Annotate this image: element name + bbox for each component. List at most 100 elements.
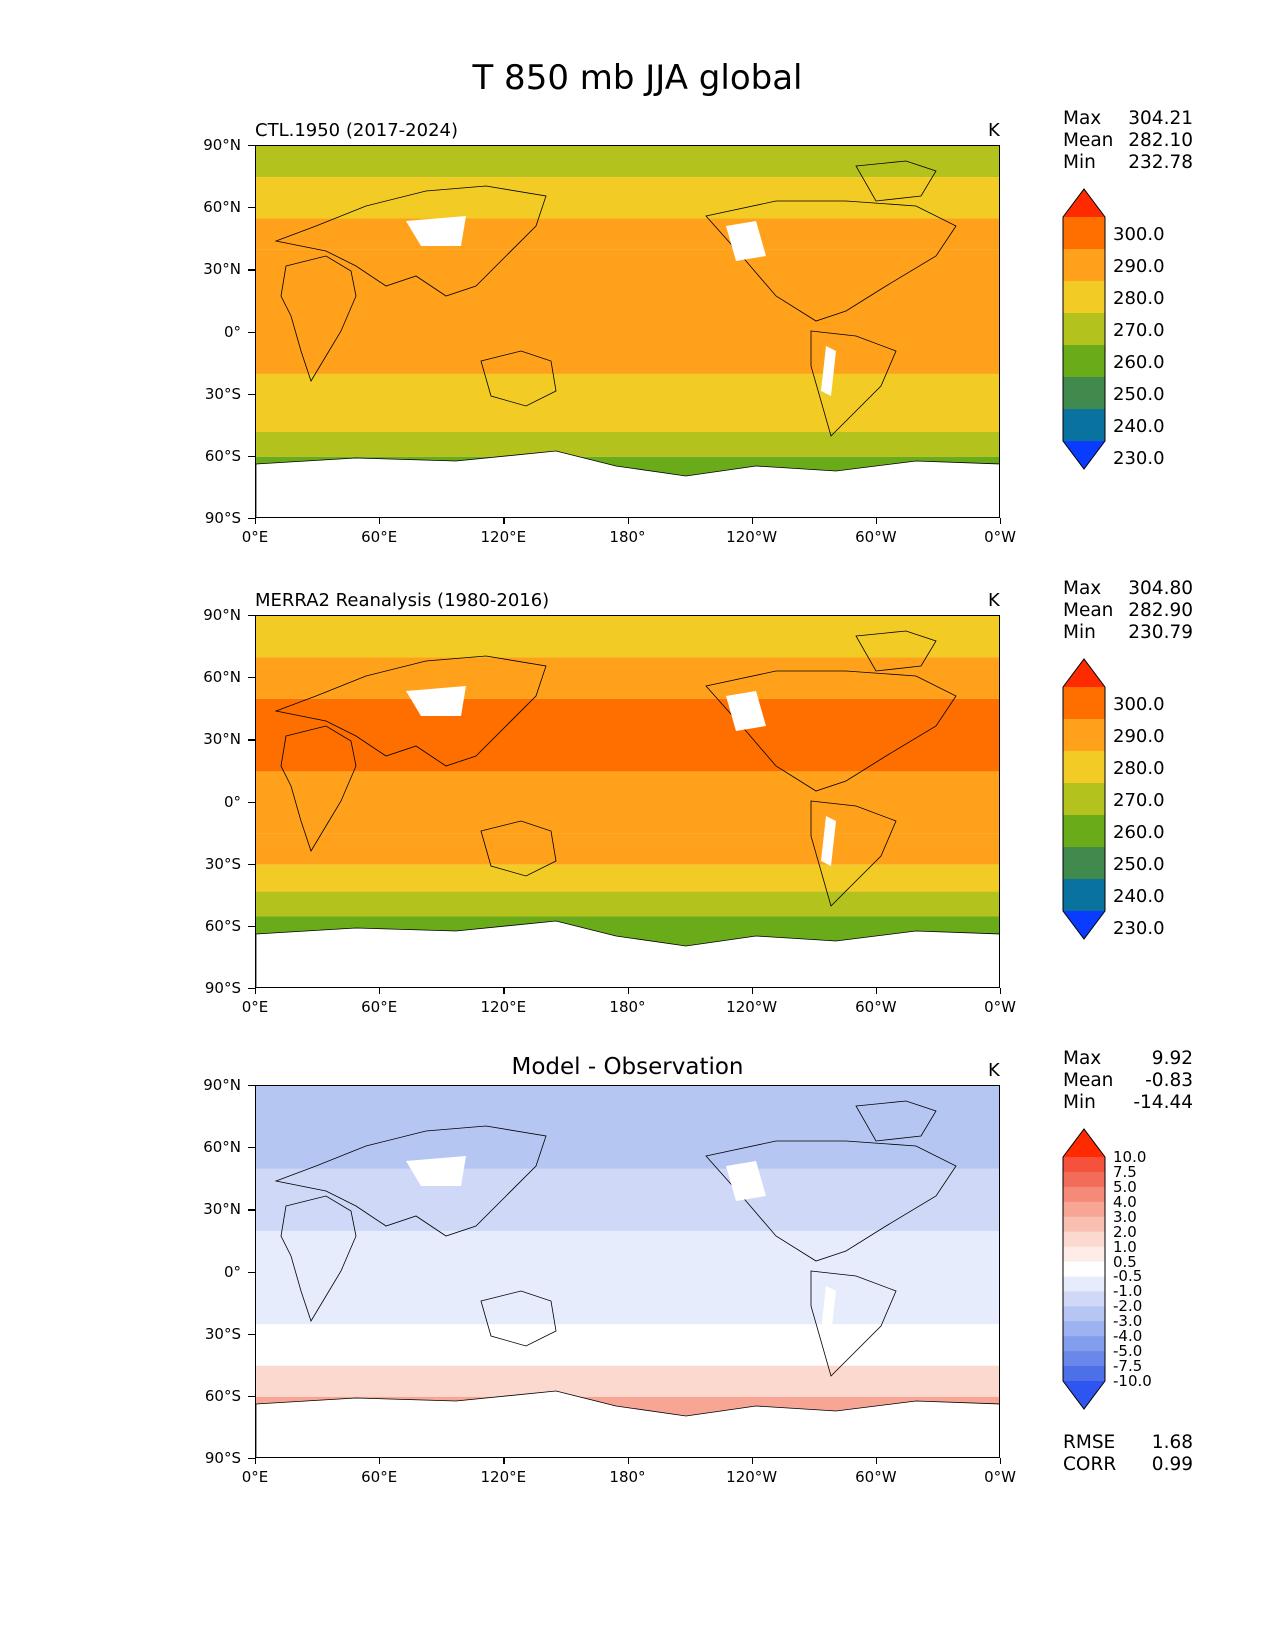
colorbar-segment — [1063, 377, 1105, 410]
colorbar-segment — [1063, 1171, 1105, 1188]
x-tick-label: 0°E — [241, 1468, 269, 1486]
stats-block: Max 304.21 Mean 282.10 Min 232.78 — [1063, 108, 1193, 174]
y-tick-mark — [248, 207, 255, 209]
colorbar-segment — [1063, 815, 1105, 848]
colorbar-extend-top — [1063, 659, 1105, 687]
colorbar-segment — [1063, 1276, 1105, 1292]
x-tick-mark — [627, 988, 629, 994]
x-tick-label: 60°W — [855, 528, 897, 546]
y-tick-mark — [248, 1209, 255, 1211]
colorbar-tick-label: 250.0 — [1113, 384, 1165, 405]
coastline — [810, 1270, 897, 1377]
stat-row: Mean 282.10 — [1063, 130, 1193, 152]
antarctica-outline — [256, 920, 999, 987]
zonal-band-3 — [256, 249, 999, 374]
stat-row: Max 304.21 — [1063, 108, 1193, 130]
colorbar-segment — [1063, 313, 1105, 346]
y-tick-mark — [248, 1458, 255, 1460]
colorbar-tick-label: -1.0 — [1113, 1282, 1143, 1301]
metric-row: CORR 0.99 — [1063, 1454, 1193, 1476]
y-tick-label: 0° — [223, 1262, 241, 1281]
coastline — [480, 820, 557, 877]
stat-value: 232.78 — [1128, 152, 1193, 173]
x-tick-label: 120°W — [726, 528, 778, 546]
colorbar-segment — [1063, 1157, 1105, 1173]
zonal-band-5 — [256, 864, 999, 892]
coastline — [274, 185, 547, 297]
colorbar-tick-label: -5.0 — [1113, 1342, 1143, 1361]
colorbar-segment — [1063, 687, 1105, 720]
stat-label: Min — [1063, 622, 1096, 643]
panel-title: MERRA2 Reanalysis (1980-2016) — [255, 590, 550, 611]
colorbar-segment — [1063, 751, 1105, 784]
colorbar — [1062, 188, 1106, 470]
metric-label: RMSE — [1063, 1432, 1116, 1453]
colorbar-segment — [1063, 281, 1105, 314]
rockies-mask — [726, 1161, 766, 1201]
y-tick-label: 90°S — [204, 1449, 241, 1467]
colorbar-tick-label: 260.0 — [1113, 352, 1165, 373]
map-canvas — [256, 616, 999, 987]
coastline — [274, 1125, 547, 1237]
y-tick-label: 90°N — [203, 606, 241, 624]
colorbar-tick-label: -0.5 — [1113, 1267, 1143, 1286]
x-tick-mark — [1000, 988, 1002, 994]
x-tick-label: 60°E — [361, 998, 398, 1016]
zonal-band-3 — [256, 1324, 999, 1366]
colorbar-segment — [1063, 879, 1105, 912]
y-tick-mark — [248, 739, 255, 741]
colorbar-tick-label: 260.0 — [1113, 822, 1165, 843]
map-canvas — [256, 1086, 999, 1457]
zonal-band-1 — [256, 657, 999, 699]
stat-label: Max — [1063, 578, 1102, 599]
map-plot — [255, 615, 1000, 988]
stat-row: Max 9.92 — [1063, 1048, 1193, 1070]
zonal-band-2 — [256, 1231, 999, 1325]
colorbar-segment — [1063, 783, 1105, 816]
unit-label: K — [988, 590, 1000, 611]
x-tick-label: 0°E — [241, 998, 269, 1016]
colorbar-segment — [1063, 249, 1105, 282]
y-tick-mark — [248, 863, 255, 865]
stat-value: 282.10 — [1128, 130, 1193, 151]
zonal-band-4 — [256, 833, 999, 865]
antarctica-outline — [256, 450, 999, 517]
colorbar-segment — [1063, 1246, 1105, 1263]
x-tick-mark — [875, 1458, 878, 1464]
antarctica-outline — [256, 1390, 999, 1457]
colorbar-tick-label: 0.5 — [1113, 1252, 1137, 1271]
colorbar-extend-top — [1063, 189, 1105, 217]
colorbar-tick-label: 300.0 — [1113, 224, 1165, 245]
y-tick-mark — [248, 988, 255, 990]
unit-label: K — [988, 1060, 1000, 1081]
y-tick-label: 60°N — [203, 1138, 241, 1157]
figure-title: T 850 mb JJA global — [472, 58, 803, 98]
stat-row: Min -14.44 — [1063, 1092, 1193, 1114]
colorbar-tick-label: 290.0 — [1113, 256, 1165, 277]
colorbar-tick-label: 2.0 — [1113, 1222, 1137, 1241]
colorbar-tick-label: 10.0 — [1113, 1148, 1147, 1166]
andes-mask — [821, 1286, 836, 1336]
x-tick-label: 120°E — [480, 1468, 527, 1486]
colorbar-segment — [1063, 1216, 1105, 1233]
colorbar-tick-label: 280.0 — [1113, 758, 1165, 779]
zonal-band-0 — [256, 616, 999, 658]
panel-title: CTL.1950 (2017-2024) — [255, 120, 459, 141]
y-tick-label: 30°N — [203, 730, 241, 749]
x-tick-mark — [379, 518, 381, 524]
x-tick-label: 180° — [609, 528, 646, 546]
colorbar-segment — [1063, 409, 1105, 442]
rockies-mask — [726, 221, 766, 261]
x-tick-label: 60°E — [361, 528, 398, 546]
colorbar-segment — [1063, 719, 1105, 752]
coastline — [705, 670, 957, 792]
tibet-mask — [406, 1156, 466, 1186]
x-tick-mark — [875, 988, 878, 994]
unit-label: K — [988, 120, 1000, 141]
tibet-mask — [406, 686, 466, 716]
colorbar-outline — [1062, 188, 1106, 470]
y-tick-label: 90°S — [204, 509, 241, 527]
colorbar-extend-bottom — [1063, 1381, 1105, 1409]
colorbar-tick-label: -3.0 — [1113, 1312, 1143, 1331]
colorbar-tick-label: 1.0 — [1113, 1237, 1137, 1256]
